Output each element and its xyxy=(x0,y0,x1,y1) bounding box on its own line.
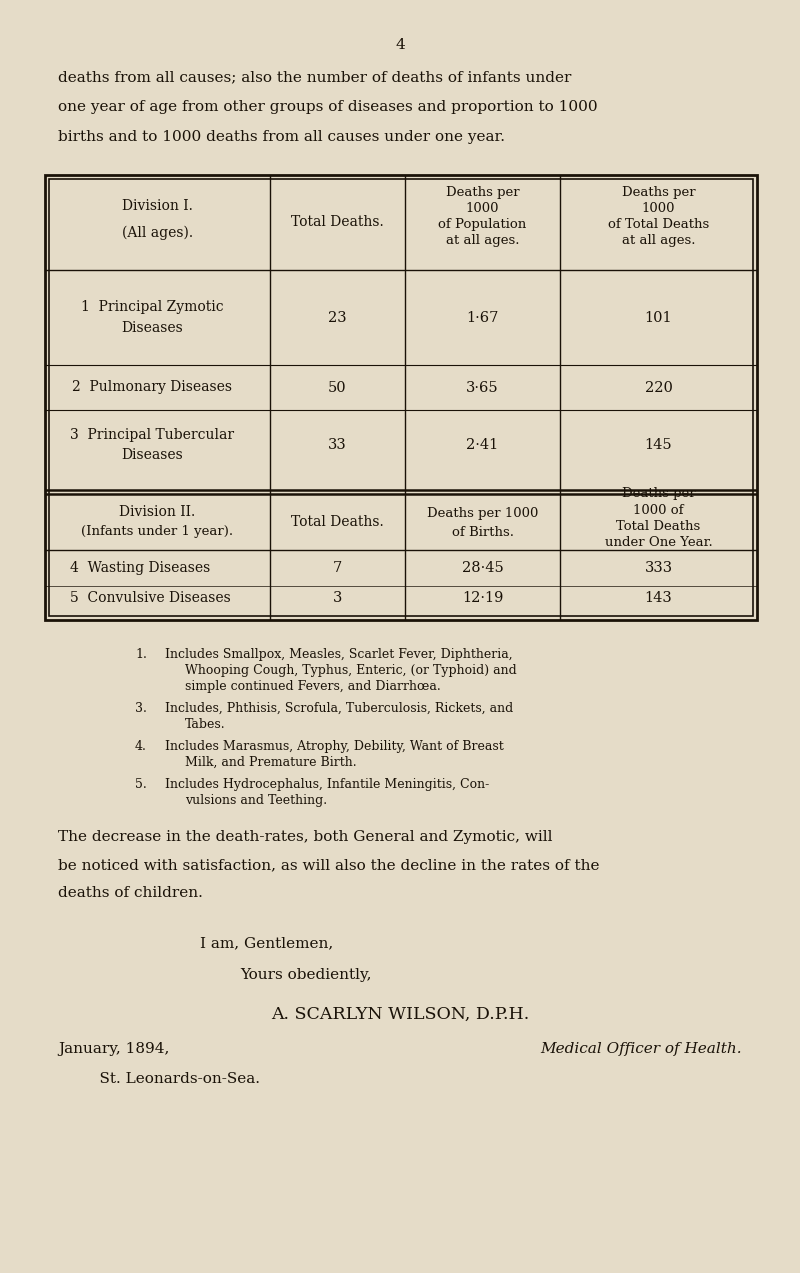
Text: 4  Wasting Diseases: 4 Wasting Diseases xyxy=(70,561,210,575)
Text: 23: 23 xyxy=(328,311,347,325)
Text: 143: 143 xyxy=(645,591,672,605)
Text: The decrease in the death-rates, both General and Zymotic, will: The decrease in the death-rates, both Ge… xyxy=(58,830,553,844)
Text: Includes Marasmus, Atrophy, Debility, Want of Breast: Includes Marasmus, Atrophy, Debility, Wa… xyxy=(165,740,504,754)
Text: 1000: 1000 xyxy=(466,202,499,215)
Text: 3.: 3. xyxy=(135,701,147,715)
Bar xyxy=(45,174,757,620)
Text: 50: 50 xyxy=(328,381,347,395)
Text: A. SCARLYN WILSON, D.P.H.: A. SCARLYN WILSON, D.P.H. xyxy=(271,1006,529,1023)
Text: Deaths per: Deaths per xyxy=(622,186,695,199)
Text: Diseases: Diseases xyxy=(122,321,183,335)
Text: under One Year.: under One Year. xyxy=(605,536,712,549)
Text: deaths of children.: deaths of children. xyxy=(58,886,203,900)
Text: I am, Gentlemen,: I am, Gentlemen, xyxy=(200,936,334,950)
Text: Division I.: Division I. xyxy=(122,200,193,214)
Text: Diseases: Diseases xyxy=(122,448,183,462)
Text: 145: 145 xyxy=(645,438,672,452)
Text: Medical Officer of Health.: Medical Officer of Health. xyxy=(540,1043,742,1057)
Text: 1000: 1000 xyxy=(642,202,675,215)
Text: 1000 of: 1000 of xyxy=(634,504,684,517)
Text: be noticed with satisfaction, as will also the decline in the rates of the: be noticed with satisfaction, as will al… xyxy=(58,858,599,872)
Text: births and to 1000 deaths from all causes under one year.: births and to 1000 deaths from all cause… xyxy=(58,130,505,144)
Text: 4.: 4. xyxy=(135,740,147,754)
Text: St. Leonards-on-Sea.: St. Leonards-on-Sea. xyxy=(80,1072,260,1086)
Text: Yours obediently,: Yours obediently, xyxy=(240,967,371,981)
Text: 28·45: 28·45 xyxy=(462,561,503,575)
Text: 220: 220 xyxy=(645,381,673,395)
Text: at all ages.: at all ages. xyxy=(622,234,695,247)
Text: Total Deaths: Total Deaths xyxy=(616,519,701,532)
Text: 3: 3 xyxy=(333,591,342,605)
Text: Whooping Cough, Typhus, Enteric, (or Typhoid) and: Whooping Cough, Typhus, Enteric, (or Typ… xyxy=(185,665,517,677)
Text: Includes Hydrocephalus, Infantile Meningitis, Con-: Includes Hydrocephalus, Infantile Mening… xyxy=(165,778,490,791)
Text: vulsions and Teething.: vulsions and Teething. xyxy=(185,794,327,807)
Text: of Births.: of Births. xyxy=(451,526,514,538)
Text: Division II.: Division II. xyxy=(119,505,196,519)
Text: simple continued Fevers, and Diarrhœa.: simple continued Fevers, and Diarrhœa. xyxy=(185,680,441,693)
Text: 3·65: 3·65 xyxy=(466,381,499,395)
Text: one year of age from other groups of diseases and proportion to 1000: one year of age from other groups of dis… xyxy=(58,101,598,115)
Text: 7: 7 xyxy=(333,561,342,575)
Text: Includes, Phthisis, Scrofula, Tuberculosis, Rickets, and: Includes, Phthisis, Scrofula, Tuberculos… xyxy=(165,701,514,715)
Text: deaths from all causes; also the number of deaths of infants under: deaths from all causes; also the number … xyxy=(58,70,571,84)
Text: 5  Convulsive Diseases: 5 Convulsive Diseases xyxy=(70,591,230,605)
Text: of Population: of Population xyxy=(438,218,526,230)
Text: Deaths per: Deaths per xyxy=(446,186,519,199)
Text: Deaths per: Deaths per xyxy=(622,488,695,500)
Text: 4: 4 xyxy=(395,38,405,52)
Text: (All ages).: (All ages). xyxy=(122,225,193,239)
Text: Milk, and Premature Birth.: Milk, and Premature Birth. xyxy=(185,756,357,769)
Text: 1.: 1. xyxy=(135,648,147,661)
Text: 3  Principal Tubercular: 3 Principal Tubercular xyxy=(70,428,234,442)
Text: 2·41: 2·41 xyxy=(466,438,498,452)
Text: 33: 33 xyxy=(328,438,347,452)
Text: January, 1894,: January, 1894, xyxy=(58,1043,170,1057)
Text: 333: 333 xyxy=(645,561,673,575)
Bar xyxy=(49,179,753,616)
Text: Total Deaths.: Total Deaths. xyxy=(291,215,384,229)
Text: of Total Deaths: of Total Deaths xyxy=(608,218,709,230)
Text: Total Deaths.: Total Deaths. xyxy=(291,516,384,530)
Text: 1  Principal Zymotic: 1 Principal Zymotic xyxy=(81,300,224,314)
Text: 5.: 5. xyxy=(135,778,146,791)
Text: Includes Smallpox, Measles, Scarlet Fever, Diphtheria,: Includes Smallpox, Measles, Scarlet Feve… xyxy=(165,648,513,661)
Text: 101: 101 xyxy=(645,311,672,325)
Text: Tabes.: Tabes. xyxy=(185,718,226,731)
Text: 2  Pulmonary Diseases: 2 Pulmonary Diseases xyxy=(73,381,233,395)
Text: 12·19: 12·19 xyxy=(462,591,503,605)
Text: Deaths per 1000: Deaths per 1000 xyxy=(427,508,538,521)
Text: (Infants under 1 year).: (Infants under 1 year). xyxy=(82,526,234,538)
Text: at all ages.: at all ages. xyxy=(446,234,519,247)
Text: 1·67: 1·67 xyxy=(466,311,498,325)
